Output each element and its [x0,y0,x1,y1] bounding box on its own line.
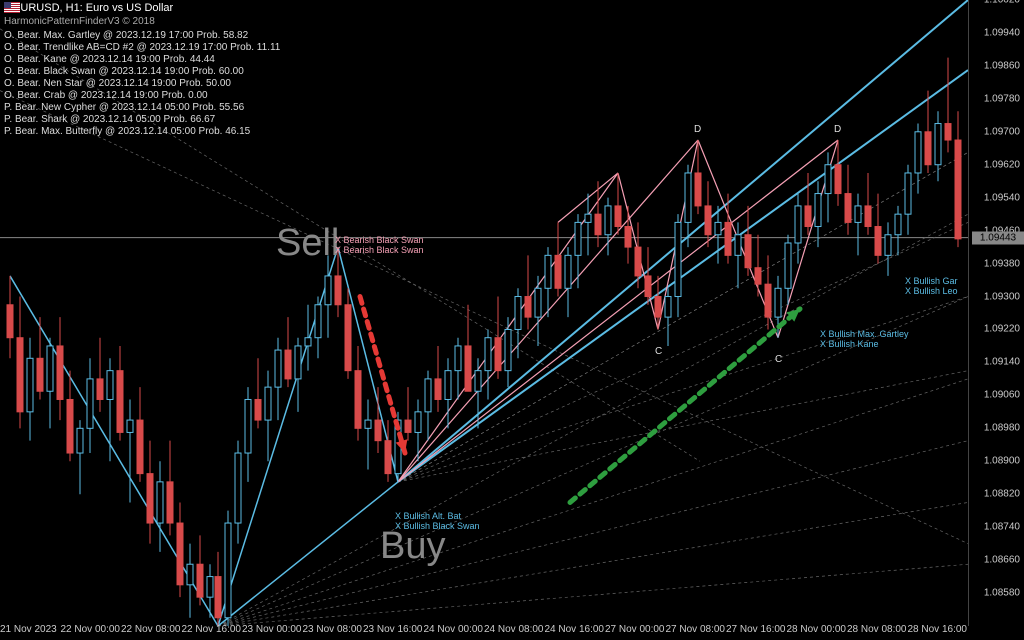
chart-window[interactable]: EURUSD, H1: Euro vs US Dollar HarmonicPa… [0,0,1024,640]
x-tick: 22 Nov 16:00 [182,624,243,638]
pattern-annotation: X Bearish Black SwanX Bearish Black Swan [335,235,424,255]
x-tick: 23 Nov 16:00 [363,624,424,638]
y-axis: 1.10020 1.09940 1.09860 1.09780 1.09700 1.096… [968,0,1024,626]
y-tick: 1.09140 [984,357,1020,368]
y-tick: 1.09380 [984,258,1020,269]
pattern-entry: O. Bear. Trendlike AB=CD #2 @ 2023.12.19… [4,42,280,54]
pattern-entry: P. Bear. New Cypher @ 2023.12.14 05:00 P… [4,102,280,114]
indicator-name: HarmonicPatternFinderV3 © 2018 [4,16,155,27]
x-tick: 23 Nov 00:00 [242,624,303,638]
x-tick: 24 Nov 08:00 [484,624,545,638]
buy-label: Buy [380,525,445,568]
y-tick: 1.08660 [984,555,1020,566]
pattern-annotation: X Bullish Alt. BatX Bullish Black Swan [395,511,480,531]
x-axis: 21 Nov 202322 Nov 00:0022 Nov 08:0022 No… [0,624,968,638]
x-tick: 28 Nov 16:00 [908,624,969,638]
pattern-entry: O. Bear. Crab @ 2023.12.14 19:00 Prob. 0… [4,90,280,102]
pattern-entry: P. Bear. Max. Butterfly @ 2023.12.14 05:… [4,126,280,138]
pattern-annotation: X Bullish GarX Bullish Leo [905,276,958,296]
current-price-tag: 1.09443 [972,231,1024,244]
x-tick: 22 Nov 08:00 [121,624,182,638]
x-tick: 28 Nov 00:00 [787,624,848,638]
y-tick: 1.09300 [984,291,1020,302]
x-tick: 23 Nov 08:00 [303,624,364,638]
pattern-entry: O. Bear. Black Swan @ 2023.12.14 19:00 P… [4,66,280,78]
x-tick: 24 Nov 16:00 [545,624,606,638]
y-tick: 1.08980 [984,423,1020,434]
pattern-entry: P. Bear. Shark @ 2023.12.14 05:00 Prob. … [4,114,280,126]
y-tick: 1.09060 [984,390,1020,401]
y-tick: 1.09780 [984,93,1020,104]
x-tick: 21 Nov 2023 [0,624,61,638]
y-tick: 1.10020 [984,0,1020,6]
y-tick: 1.09700 [984,126,1020,137]
y-tick: 1.08580 [984,588,1020,599]
y-tick: 1.08820 [984,489,1020,500]
pattern-entry: O. Bear. Kane @ 2023.12.14 19:00 Prob. 4… [4,54,280,66]
pattern-point-label: D [694,124,701,135]
y-tick: 1.09220 [984,324,1020,335]
x-tick: 27 Nov 00:00 [605,624,666,638]
y-tick: 1.09940 [984,27,1020,38]
x-tick: 27 Nov 16:00 [726,624,787,638]
y-tick: 1.09540 [984,192,1020,203]
y-tick: 1.09860 [984,60,1020,71]
x-tick: 22 Nov 00:00 [61,624,122,638]
y-tick: 1.09620 [984,159,1020,170]
title-text: EURUSD, H1: Euro vs US Dollar [13,2,173,14]
pattern-point-label: C [655,346,662,357]
y-tick: 1.08900 [984,456,1020,467]
pattern-point-label: D [834,124,841,135]
chart-title: EURUSD, H1: Euro vs US Dollar [4,2,173,14]
pattern-entry: O. Bear. Nen Star @ 2023.12.14 19:00 Pro… [4,78,280,90]
sell-label: Sell [276,222,339,265]
x-tick: 24 Nov 00:00 [424,624,485,638]
pattern-list: O. Bear. Max. Gartley @ 2023.12.19 17:00… [4,30,280,138]
y-tick: 1.08740 [984,522,1020,533]
pattern-annotation: X Bullish Max. GartleyX Bullish Kane [820,329,909,349]
x-tick: 27 Nov 08:00 [666,624,727,638]
pattern-entry: O. Bear. Max. Gartley @ 2023.12.19 17:00… [4,30,280,42]
pattern-point-label: C [775,354,782,365]
x-tick: 28 Nov 08:00 [847,624,908,638]
